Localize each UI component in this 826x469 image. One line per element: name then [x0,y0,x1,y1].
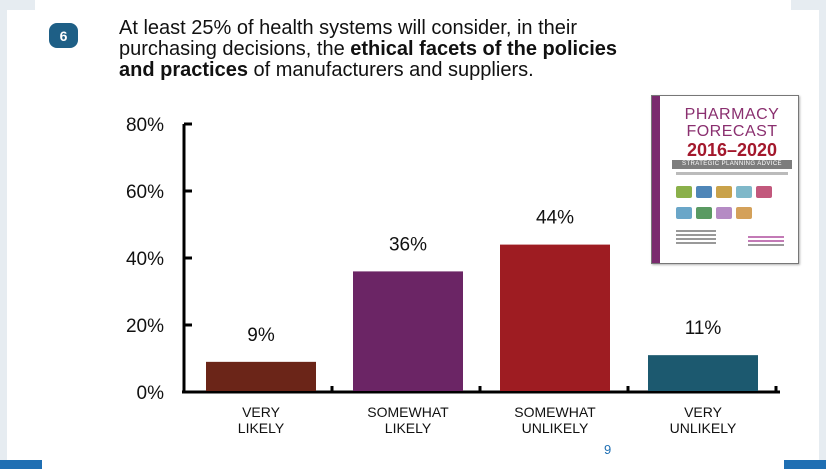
headline-line2-bold: ethical facets of the policies [350,38,617,60]
x-category-label: VERY [242,404,281,420]
y-tick-label: 40% [126,249,164,270]
slide-frame-left [0,0,7,469]
cover-footer-logo [748,236,784,238]
headline-line3-text: of manufacturers and suppliers. [247,59,534,81]
cover-band: STRATEGIC PLANNING ADVICE [672,160,792,169]
cover-title-line1: PHARMACY [684,106,780,123]
y-tick-label: 20% [126,316,164,337]
x-category-label: VERY [684,404,723,420]
y-tick-label: 60% [126,182,164,203]
slide-frame-right [819,0,826,469]
cover-spine [652,96,660,263]
slide-headline: At least 25% of health systems will cons… [119,18,759,81]
cover-illustrations [674,184,792,226]
cover-illustration-icon [716,186,732,198]
x-category-label: SOMEWHAT [514,404,596,420]
x-category-label: UNLIKELY [522,420,589,436]
bar [353,271,463,391]
headline-line1: At least 25% of health systems will cons… [119,17,577,39]
page-number: 9 [604,442,612,457]
cover-illustration-icon [736,186,752,198]
cover-years: 2016–2020 [686,140,778,160]
bar-data-label: 11% [685,318,722,339]
x-category-label: LIKELY [238,420,285,436]
report-cover-image: PHARMACY FORECAST 2016–2020 STRATEGIC PL… [651,95,799,264]
cover-illustration-icon [676,186,692,198]
headline-line3-bold: and practices [119,59,248,81]
cover-illustration-icon [676,207,692,219]
bar [648,355,758,391]
x-category-label: SOMEWHAT [367,404,449,420]
cover-illustration-icon [756,186,772,198]
cover-footer-text [676,230,716,232]
corner-accent-left [0,460,42,469]
slide-number-badge: 6 [49,23,78,48]
x-category-label: LIKELY [385,420,432,436]
cover-subtitle-line [676,172,788,175]
cover-illustration-icon [696,207,712,219]
bar [500,244,610,391]
bar-data-label: 44% [536,208,574,229]
slide-frame-top-left [0,0,35,10]
y-tick-label: 80% [126,115,164,136]
y-tick-label: 0% [137,383,165,404]
x-category-label: UNLIKELY [670,420,737,436]
cover-illustration-icon [696,186,712,198]
cover-title-line2: FORECAST [686,123,778,140]
bar-data-label: 9% [247,325,275,346]
corner-accent-right [784,460,826,469]
slide-frame-top-right [791,0,826,10]
cover-illustration-icon [736,207,752,219]
headline-line2-text: purchasing decisions, the [119,38,351,60]
bar-data-label: 36% [389,234,427,255]
cover-illustration-icon [716,207,732,219]
bar [206,361,316,391]
